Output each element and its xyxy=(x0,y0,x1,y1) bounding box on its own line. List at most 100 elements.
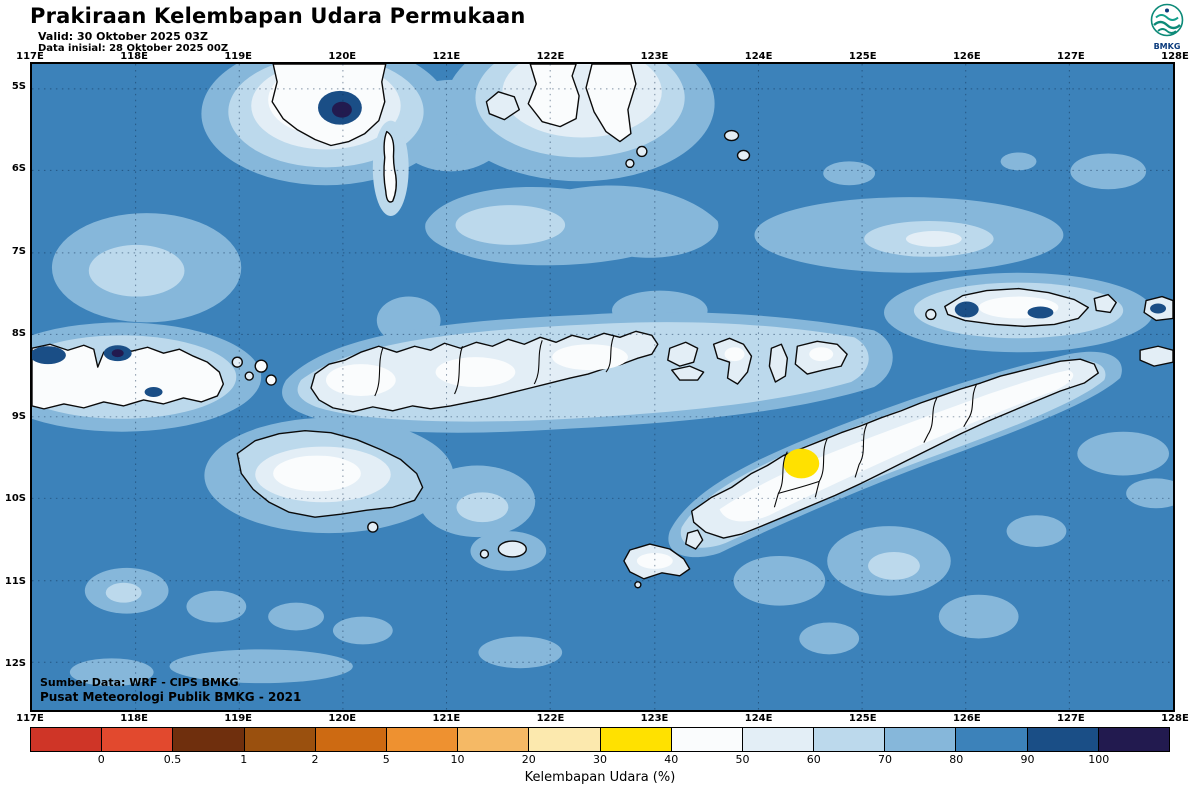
region-south-sulawesi xyxy=(201,64,451,217)
source-line-2: Pusat Meteorologi Publik BMKG - 2021 xyxy=(40,690,302,704)
lon-label-bottom: 128E xyxy=(1161,713,1189,724)
lat-label: 5S xyxy=(11,81,26,92)
lon-label-top: 128E xyxy=(1161,51,1189,62)
lon-label-bottom: 124E xyxy=(744,713,773,724)
colorbar-segment xyxy=(1098,728,1169,751)
colorbar-tick: 5 xyxy=(382,753,390,766)
lon-label-top: 124E xyxy=(744,51,773,62)
lon-label-bottom: 117E xyxy=(16,713,44,724)
lat-label: 9S xyxy=(11,410,26,422)
bmkg-logo-icon xyxy=(1150,3,1184,37)
colorbar-segment xyxy=(885,728,957,751)
source-line-1: Sumber Data: WRF - CIPS BMKG xyxy=(40,676,239,690)
lon-label-top: 123E xyxy=(640,51,669,62)
island-muna xyxy=(527,64,580,128)
lon-label-bottom: 123E xyxy=(640,713,669,724)
region-flores xyxy=(282,312,893,433)
island-savu xyxy=(497,540,527,558)
colorbar-segment xyxy=(315,728,387,751)
lon-label-top: 125E xyxy=(848,51,877,62)
island-adonara xyxy=(667,341,699,367)
colorbar-segment xyxy=(102,728,174,751)
colorbar-tick: 80 xyxy=(949,753,964,766)
lon-label-bottom: 127E xyxy=(1057,713,1085,724)
region-savu xyxy=(470,531,547,571)
colorbar xyxy=(30,727,1170,752)
lat-label: 6S xyxy=(11,163,26,175)
humidity-map xyxy=(32,64,1173,710)
lon-label-bottom: 121E xyxy=(432,713,461,724)
region-timor xyxy=(623,351,1122,589)
map-frame: Sumber Data: WRF - CIPS BMKG Pusat Meteo… xyxy=(30,62,1175,712)
lat-label: 7S xyxy=(11,245,26,257)
colorbar-segment xyxy=(31,728,103,751)
colorbar-segment xyxy=(386,728,459,751)
colorbar-segment xyxy=(173,728,245,751)
bmkg-logo-label: BMKG xyxy=(1153,42,1181,51)
high-humidity-dark-spot xyxy=(32,346,66,365)
lon-label-top: 119E xyxy=(224,51,253,62)
colorbar-segment xyxy=(742,728,815,751)
island-solor xyxy=(671,365,705,381)
lon-label-top: 121E xyxy=(432,51,461,62)
island-sumbawa-east xyxy=(32,343,225,410)
island-romang xyxy=(1093,293,1117,314)
colorbar-segment xyxy=(600,728,672,751)
colorbar-tick: 20 xyxy=(521,753,536,766)
region-buton-muna xyxy=(445,64,751,182)
island-semau xyxy=(685,529,704,550)
island-selayar xyxy=(383,130,397,203)
region-wetar xyxy=(884,272,1173,367)
lon-label-top: 127E xyxy=(1057,51,1085,62)
init-time-label: Data inisial: 28 Oktober 2025 00Z xyxy=(38,43,229,54)
low-humidity-yellow-spot xyxy=(783,448,820,479)
lon-label-top: 117E xyxy=(16,51,44,62)
lon-label-bottom: 120E xyxy=(328,713,357,724)
lat-label: 12S xyxy=(4,658,26,669)
lon-label-top: 122E xyxy=(536,51,565,62)
lon-label-bottom: 122E xyxy=(536,713,565,724)
island-buton xyxy=(585,64,637,143)
island-komodo xyxy=(254,359,268,373)
lon-label-bottom: 119E xyxy=(224,713,253,724)
colorbar-segment xyxy=(1027,728,1099,751)
island-pantar xyxy=(768,343,789,383)
colorbar-segment xyxy=(814,728,886,751)
region-sumba xyxy=(204,417,454,534)
colorbar-tick: 50 xyxy=(735,753,750,766)
colorbar-segment xyxy=(529,728,601,751)
lon-label-bottom: 125E xyxy=(848,713,877,724)
graticule xyxy=(32,64,1173,710)
colorbar-tick: 0.5 xyxy=(163,753,182,766)
region-east-sumbawa xyxy=(32,322,277,432)
island-kabaena xyxy=(485,91,520,121)
colorbar-tick: 90 xyxy=(1020,753,1035,766)
colorbar-segment xyxy=(956,728,1028,751)
colorbar-tick: 0 xyxy=(97,753,105,766)
high-humidity-dark-spot xyxy=(954,301,979,318)
colorbar-segment xyxy=(244,728,316,751)
page-title: Prakiraan Kelembapan Udara Permukaan xyxy=(30,4,526,28)
colorbar-tick: 2 xyxy=(311,753,319,766)
lat-label: 10S xyxy=(4,493,26,505)
lon-label-bottom: 126E xyxy=(952,713,981,724)
island-wakatobi xyxy=(723,129,740,142)
lon-label-bottom: 118E xyxy=(120,713,148,724)
colorbar-tick: 30 xyxy=(593,753,607,766)
data-source-note: Sumber Data: WRF - CIPS BMKG Pusat Meteo… xyxy=(40,676,301,705)
colorbar-tick: 1 xyxy=(240,753,248,766)
colorbar-segment xyxy=(458,728,530,751)
colorbar-tick: 60 xyxy=(806,753,821,766)
colorbar-segment xyxy=(671,728,743,751)
valid-time-label: Valid: 30 Oktober 2025 03Z xyxy=(38,30,208,43)
colorbar-tick: 40 xyxy=(664,753,679,766)
lon-label-top: 120E xyxy=(328,51,357,62)
lon-label-top: 118E xyxy=(120,51,148,62)
colorbar-title: Kelembapan Udara (%) xyxy=(524,770,676,785)
lat-label: 11S xyxy=(4,575,26,587)
colorbar-tick: 70 xyxy=(878,753,892,766)
lat-label: 8S xyxy=(11,328,26,340)
bmkg-logo: BMKG xyxy=(1144,2,1190,51)
lon-label-top: 126E xyxy=(952,51,981,62)
